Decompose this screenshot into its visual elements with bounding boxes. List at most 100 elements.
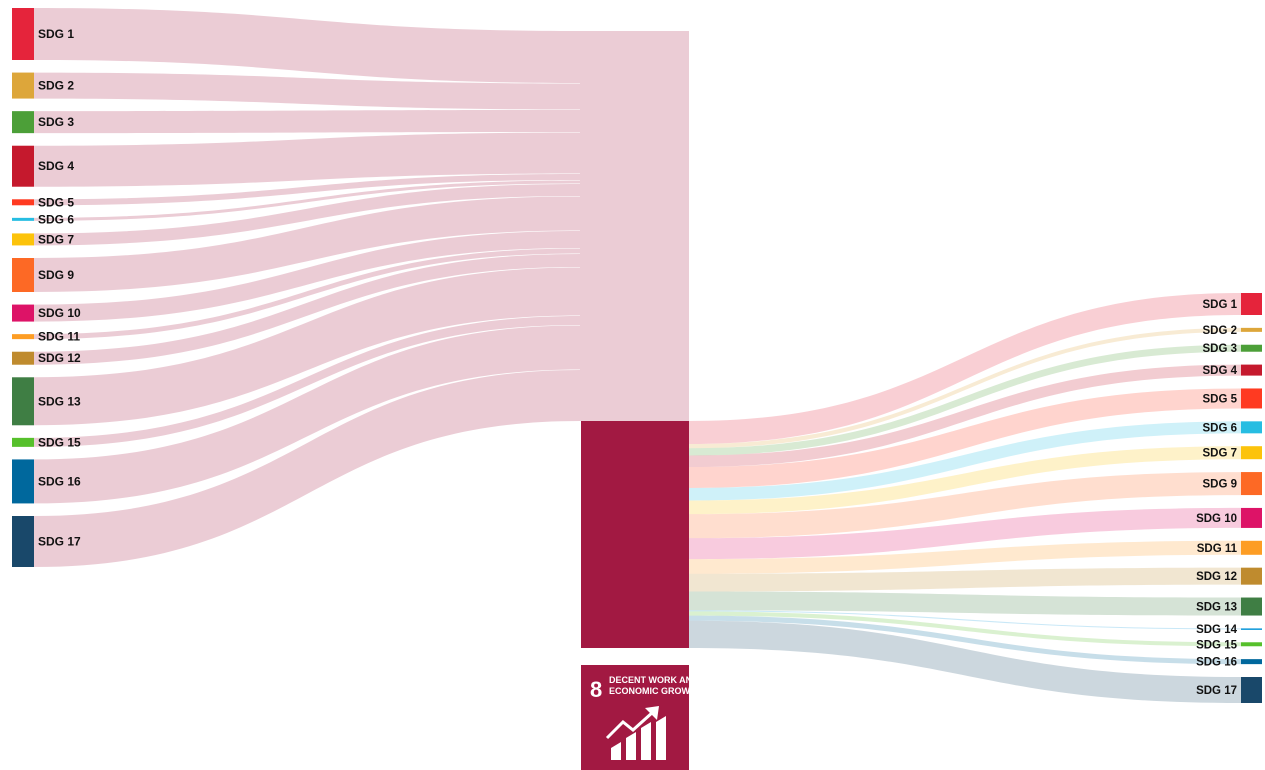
link-sdg-8-to-sdg-11 [689,540,1241,574]
left-node-label-sdg-10: SDG 10 [38,306,81,320]
link-sdg-8-to-sdg-2 [689,327,1241,449]
left-node-sdg-6 [12,217,34,221]
left-node-sdg-9 [12,258,34,292]
right-node-sdg-10 [1241,507,1262,528]
right-node-label-sdg-4: SDG 4 [1202,365,1237,377]
left-node-label-sdg-5: SDG 5 [38,195,74,209]
left-node-label-sdg-4: SDG 4 [38,159,74,173]
left-node-label-sdg-11: SDG 11 [38,330,80,344]
growth-chart-bar [611,742,621,760]
right-node-sdg-17 [1241,677,1262,703]
link-sdg-11-to-sdg-8 [34,248,580,340]
link-sdg-8-to-sdg-9 [689,472,1241,539]
link-sdg-8-to-sdg-16 [689,615,1241,665]
link-sdg-8-to-sdg-17 [689,620,1241,703]
left-node-label-sdg-12: SDG 12 [38,351,81,365]
link-sdg-8-to-sdg-6 [689,421,1241,501]
right-node-label-sdg-15: SDG 15 [1196,639,1238,651]
link-sdg-8-to-sdg-3 [689,344,1241,456]
left-node-label-sdg-17: SDG 17 [38,535,81,549]
link-sdg-13-to-sdg-8 [34,267,580,426]
link-sdg-4-to-sdg-8 [34,132,580,187]
sdg-8-tile-title-line-2: ECONOMIC GROWTH [609,686,702,696]
link-sdg-8-to-sdg-13 [689,591,1241,616]
right-node-sdg-7 [1241,446,1262,460]
right-node-sdg-3 [1241,344,1262,352]
right-node-sdg-6 [1241,421,1262,434]
left-node-label-sdg-1: SDG 1 [38,27,74,41]
link-sdg-12-to-sdg-8 [34,254,580,365]
right-nodes: SDG 1 SDG 2 SDG 3 SDG 4 SDG 5 SDG 6 SDG 7 SDG 9… [1196,293,1262,703]
link-sdg-15-to-sdg-8 [34,316,580,447]
right-node-sdg-9 [1241,472,1262,496]
left-node-sdg-11 [12,334,34,340]
left-node-sdg-4 [12,145,34,187]
left-node-sdg-16 [12,459,34,504]
left-node-label-sdg-3: SDG 3 [38,115,74,129]
left-node-sdg-7 [12,233,34,246]
left-node-label-sdg-6: SDG 6 [38,212,74,226]
link-sdg-7-to-sdg-8 [34,184,580,246]
right-node-label-sdg-2: SDG 2 [1202,325,1237,337]
right-node-label-sdg-17: SDG 17 [1196,685,1237,697]
link-sdg-2-to-sdg-8 [34,72,580,110]
left-node-sdg-3 [12,111,34,134]
right-node-sdg-14 [1241,628,1262,630]
right-node-label-sdg-10: SDG 10 [1196,513,1237,525]
left-node-sdg-10 [12,304,34,322]
left-node-sdg-15 [12,437,34,447]
right-node-sdg-12 [1241,567,1262,585]
growth-chart-bar [656,716,666,760]
incoming-trunk [580,31,689,421]
left-node-sdg-2 [12,72,34,99]
growth-chart-bar [626,732,636,760]
link-sdg-8-to-sdg-10 [689,507,1241,560]
incoming-links [34,8,689,567]
link-sdg-17-to-sdg-8 [34,370,580,567]
link-sdg-8-to-sdg-4 [689,364,1241,468]
right-node-sdg-16 [1241,659,1262,665]
right-node-sdg-1 [1241,293,1262,315]
right-node-label-sdg-13: SDG 13 [1196,602,1237,614]
link-sdg-8-to-sdg-14 [689,610,1241,630]
link-sdg-9-to-sdg-8 [34,196,580,292]
right-node-label-sdg-16: SDG 16 [1196,657,1237,669]
link-sdg-8-to-sdg-12 [689,567,1241,592]
link-sdg-8-to-sdg-5 [689,388,1241,488]
right-node-label-sdg-9: SDG 9 [1202,479,1237,491]
left-node-sdg-17 [12,516,34,567]
right-node-sdg-2 [1241,327,1262,332]
outgoing-links [689,293,1241,703]
left-node-sdg-12 [12,351,34,365]
right-node-label-sdg-11: SDG 11 [1197,543,1238,555]
growth-chart-bar [641,722,651,760]
right-node-label-sdg-1: SDG 1 [1202,299,1237,311]
growth-chart-arrowhead [645,706,659,720]
central-node-sdg-8 [581,421,689,648]
link-sdg-3-to-sdg-8 [34,110,580,134]
link-sdg-16-to-sdg-8 [34,325,580,504]
right-node-label-sdg-5: SDG 5 [1202,393,1237,405]
link-sdg-10-to-sdg-8 [34,231,580,322]
right-node-label-sdg-14: SDG 14 [1196,624,1238,636]
link-sdg-6-to-sdg-8 [34,180,580,221]
left-node-label-sdg-15: SDG 15 [38,435,81,449]
link-sdg-1-to-sdg-8 [34,8,580,83]
right-node-sdg-11 [1241,540,1262,555]
growth-chart-icon [605,706,666,760]
left-node-label-sdg-16: SDG 16 [38,474,81,488]
right-node-label-sdg-12: SDG 12 [1196,571,1237,583]
right-node-label-sdg-3: SDG 3 [1202,343,1237,355]
sdg-8-tile-title-line-1: DECENT WORK AND [609,675,699,685]
link-sdg-5-to-sdg-8 [34,174,580,206]
left-node-sdg-13 [12,377,34,426]
left-nodes: SDG 1 SDG 2 SDG 3 SDG 4 SDG 5 SDG 6 SDG 7 SDG 9… [12,8,81,567]
right-node-sdg-5 [1241,388,1262,409]
right-node-sdg-15 [1241,642,1262,647]
link-sdg-8-to-sdg-15 [689,611,1241,647]
right-node-sdg-13 [1241,597,1262,616]
right-node-label-sdg-6: SDG 6 [1202,422,1237,434]
